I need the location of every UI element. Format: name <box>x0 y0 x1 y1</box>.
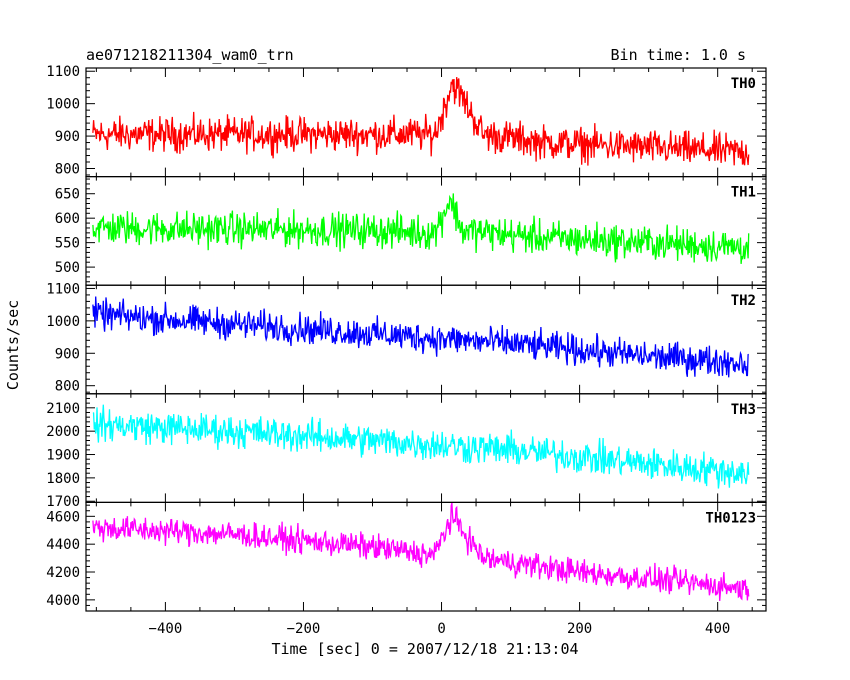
y-tick-label: 1100 <box>46 281 80 297</box>
x-tick-label: 200 <box>567 621 592 637</box>
y-tick-label: 1700 <box>46 494 80 510</box>
chart-title: ae071218211304_wam0_trn <box>86 46 294 64</box>
panel-th2: 800 900 1000 1100 TH2 <box>46 281 767 395</box>
panels-group: 800 900 1000 1100 TH0 500 550 600 650 TH1 800 900 10… <box>46 64 767 612</box>
y-tick-label: 600 <box>55 211 80 227</box>
panel-th0123: 4000 4200 4400 4600 TH0123 <box>46 501 767 612</box>
panel-th1: 500 550 600 650 TH1 <box>55 176 767 286</box>
series-th0123 <box>92 502 750 601</box>
panel-label: TH3 <box>731 402 756 418</box>
x-axis-label: Time [sec] 0 = 2007/12/18 21:13:04 <box>271 640 578 658</box>
y-tick-label: 800 <box>55 161 80 177</box>
y-tick-label: 4400 <box>46 537 80 553</box>
y-tick-label: 4000 <box>46 593 80 609</box>
y-tick-label: 4600 <box>46 509 80 525</box>
x-tick-label: −200 <box>287 621 321 637</box>
y-tick-label: 1900 <box>46 448 80 464</box>
series-th0 <box>92 77 750 166</box>
y-tick-label: 4200 <box>46 565 80 581</box>
y-tick-label: 550 <box>55 236 80 252</box>
y-tick-label: 2100 <box>46 401 80 417</box>
x-tick-label: −400 <box>149 621 183 637</box>
panel-th3: 1700 1800 1900 2000 2100 TH3 <box>46 393 767 510</box>
y-tick-label: 650 <box>55 187 80 203</box>
series-th2 <box>92 296 749 378</box>
y-tick-label: 1100 <box>46 64 80 80</box>
panel-label: TH1 <box>731 185 756 201</box>
panel-label: TH2 <box>731 293 756 309</box>
y-tick-label: 900 <box>55 129 80 145</box>
panel-frame <box>85 284 767 395</box>
y-tick-label: 1800 <box>46 471 80 487</box>
y-tick-label: 800 <box>55 379 80 395</box>
series-th1 <box>92 193 750 264</box>
panel-th0: 800 900 1000 1100 TH0 <box>46 64 767 177</box>
y-tick-label: 500 <box>55 260 80 276</box>
panel-label: TH0 <box>731 76 756 92</box>
x-axis: −400 −200 0 200 400 <box>149 621 731 637</box>
panel-label: TH0123 <box>705 510 756 526</box>
x-tick-label: 400 <box>705 621 730 637</box>
y-tick-label: 1000 <box>46 314 80 330</box>
series-th3 <box>92 404 750 489</box>
y-tick-label: 1000 <box>46 97 80 113</box>
panel-frame <box>85 501 767 612</box>
x-tick-label: 0 <box>437 621 445 637</box>
y-tick-label: 2000 <box>46 424 80 440</box>
y-axis-label: Counts/sec <box>4 300 22 390</box>
bin-time-label: Bin time: 1.0 s <box>611 46 746 64</box>
y-tick-label: 900 <box>55 346 80 362</box>
